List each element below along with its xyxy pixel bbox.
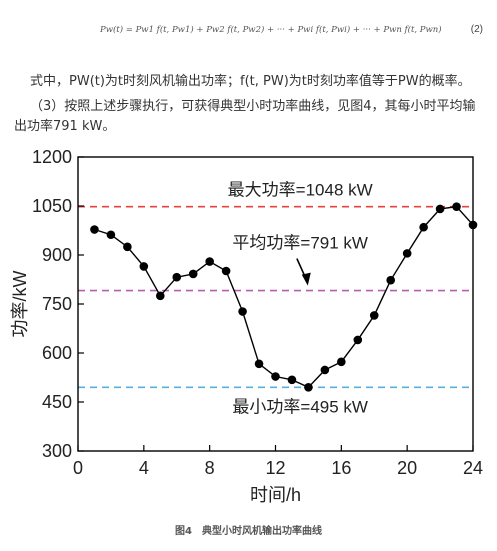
power-curve-chart: 0 4 8 12 16 20 24 300 450 600 750 900 1050 1200 时间/h 功率… xyxy=(10,147,483,505)
data-point xyxy=(271,372,280,381)
data-point xyxy=(238,307,247,316)
x-tick-label: 8 xyxy=(205,458,215,478)
data-point xyxy=(304,383,313,392)
x-tick-label: 12 xyxy=(265,458,285,478)
x-tick-label: 4 xyxy=(139,458,149,478)
data-point xyxy=(320,365,330,375)
data-point xyxy=(188,269,198,279)
data-point xyxy=(337,357,346,367)
equation-number: (2) xyxy=(470,24,483,35)
data-point xyxy=(353,335,363,345)
y-tick-label: 600 xyxy=(42,343,72,363)
series-line xyxy=(94,205,474,389)
annotation-arrow-head xyxy=(301,272,311,286)
x-tick-label: 20 xyxy=(397,458,417,478)
data-point xyxy=(254,359,264,369)
min-power-label: 最小功率=495 kW xyxy=(232,397,368,416)
max-power-label: 最大功率=1048 kW xyxy=(228,181,373,200)
data-point xyxy=(155,291,165,301)
y-tick-label: 1050 xyxy=(32,196,72,216)
x-tick-label: 16 xyxy=(331,458,351,478)
data-point xyxy=(287,375,297,385)
x-tick-label: 24 xyxy=(463,458,483,478)
x-tick-label: 0 xyxy=(73,458,83,478)
data-point xyxy=(172,272,182,282)
data-point xyxy=(386,275,396,285)
figure-caption: 图4 典型小时风机输出功率曲线 xyxy=(175,526,322,537)
y-tick-label: 450 xyxy=(42,392,72,412)
data-point xyxy=(221,266,231,276)
data-point xyxy=(468,220,478,230)
data-point xyxy=(452,202,461,211)
formula: Pw(t) = Pw1 f(t, Pw1) + Pw2 f(t, Pw2) + … xyxy=(0,18,497,46)
formula-text: Pw(t) = Pw1 f(t, Pw1) + Pw2 f(t, Pw2) + … xyxy=(100,25,442,35)
data-point xyxy=(435,204,445,214)
data-point xyxy=(402,249,412,258)
data-point xyxy=(419,222,428,232)
data-point xyxy=(90,225,99,234)
y-tick-label: 1200 xyxy=(32,147,72,167)
y-tick-label: 900 xyxy=(42,245,72,265)
data-point xyxy=(106,230,116,240)
data-point xyxy=(123,242,132,252)
paragraph-step3: （3）按照上述步骤执行，可获得典型小时功率曲线，见图4，其每小时平均输出功率79… xyxy=(14,99,476,134)
x-axis-label: 时间/h xyxy=(250,485,301,505)
data-point xyxy=(205,257,214,266)
mean-power-label: 平均功率=791 kW xyxy=(232,234,368,253)
paragraph-definition: 式中，PW(t)为t时刻风机输出功率；f(t, PW)为t时刻功率值等于PW的概… xyxy=(30,74,471,89)
y-tick-label: 300 xyxy=(42,441,72,461)
y-axis-label: 功率/kW xyxy=(10,270,30,337)
y-tick-label: 750 xyxy=(42,294,72,314)
data-point xyxy=(139,262,149,271)
data-point xyxy=(369,311,379,320)
